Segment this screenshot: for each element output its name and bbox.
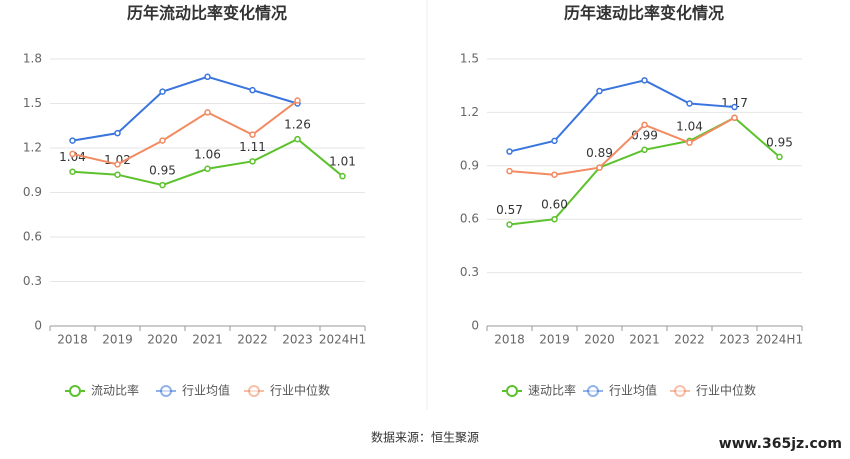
data-label: 1.04 (676, 119, 703, 133)
point (249, 86, 256, 94)
point (731, 103, 738, 111)
point (506, 167, 513, 175)
x-tick-label: 2018 (494, 333, 525, 347)
point (69, 137, 76, 144)
point (686, 139, 693, 146)
point (551, 215, 558, 223)
point (641, 77, 648, 84)
point (294, 97, 301, 104)
data-label: 1.04 (59, 150, 86, 164)
data-label: 0.95 (149, 164, 176, 178)
point (686, 100, 693, 107)
watermark: www.365jz.com (719, 436, 842, 452)
point (114, 161, 121, 168)
legend-label: 流动比率 (91, 383, 139, 398)
point (551, 171, 558, 178)
data-label: 0.57 (496, 203, 523, 217)
point (731, 114, 738, 121)
y-tick-label: 1.2 (23, 141, 42, 155)
y-tick-label: 1.8 (23, 52, 42, 66)
point (159, 88, 166, 95)
x-tick-label: 2019 (102, 333, 133, 347)
x-tick-label: 2020 (147, 333, 178, 347)
y-tick-label: 0 (34, 319, 42, 333)
data-label: 1.26 (284, 118, 311, 132)
legend-marker (587, 385, 599, 397)
source: 数据来源：恒生聚源 (371, 430, 479, 445)
x-tick-label: 2024H1 (319, 333, 366, 347)
data-label: 0.95 (766, 135, 793, 149)
y-tick-label: 0.6 (23, 230, 42, 244)
point (159, 137, 166, 144)
point (159, 181, 166, 189)
data-label: 0.99 (631, 128, 658, 142)
y-tick-label: 1.5 (460, 52, 479, 66)
x-tick-label: 2021 (629, 333, 660, 347)
point (596, 164, 603, 171)
point (641, 146, 648, 154)
x-tick-label: 2018 (57, 333, 88, 347)
data-label: 0.89 (586, 146, 613, 160)
point (776, 153, 783, 161)
point (69, 168, 76, 175)
point (204, 165, 211, 173)
y-tick-label: 1.2 (460, 105, 479, 119)
y-tick-label: 0.9 (23, 185, 42, 199)
chart-title: 历年流动比率变化情况 (127, 4, 287, 23)
data-label: 0.60 (541, 198, 568, 212)
legend-label: 速动比率 (528, 383, 576, 398)
y-tick-label: 0.9 (460, 158, 479, 172)
legend-marker (506, 385, 518, 397)
point (249, 158, 256, 165)
series-line (509, 116, 735, 176)
series-line (509, 79, 735, 153)
point (551, 137, 558, 145)
point (641, 121, 648, 129)
point (506, 148, 513, 155)
data-label: 1.01 (329, 155, 356, 169)
y-tick-label: 0.3 (460, 265, 479, 279)
x-tick-label: 2024H1 (756, 333, 803, 347)
x-tick-label: 2022 (674, 333, 705, 347)
point (114, 171, 121, 178)
x-tick-label: 2019 (539, 333, 570, 347)
point (339, 172, 346, 180)
point (114, 129, 121, 137)
y-tick-label: 0.3 (23, 274, 42, 288)
legend-marker (674, 385, 686, 397)
y-tick-label: 1.5 (23, 96, 42, 110)
series-line (72, 99, 299, 166)
x-tick-label: 2023 (282, 333, 313, 347)
x-tick-label: 2021 (192, 333, 223, 347)
point (506, 221, 513, 228)
legend-label: 行业中位数 (696, 383, 756, 398)
x-tick-label: 2020 (584, 333, 615, 347)
point (249, 131, 256, 138)
point (294, 135, 301, 143)
point (596, 87, 603, 95)
series-line (72, 75, 298, 142)
x-tick-label: 2022 (237, 333, 268, 347)
point (204, 109, 211, 116)
data-label: 1.06 (194, 147, 221, 161)
legend-marker (248, 385, 260, 397)
chart-title: 历年速动比率变化情况 (564, 4, 724, 23)
legend-label: 行业均值 (609, 383, 657, 398)
legend-marker (160, 385, 172, 397)
legend-marker (69, 385, 81, 397)
data-label: 1.11 (239, 140, 266, 154)
x-tick-label: 2023 (719, 333, 750, 347)
y-tick-label: 0.6 (460, 212, 479, 226)
point (69, 150, 76, 158)
legend-label: 行业中位数 (270, 383, 330, 398)
y-tick-label: 0 (471, 319, 479, 333)
point (204, 73, 211, 81)
legend-label: 行业均值 (182, 383, 230, 398)
